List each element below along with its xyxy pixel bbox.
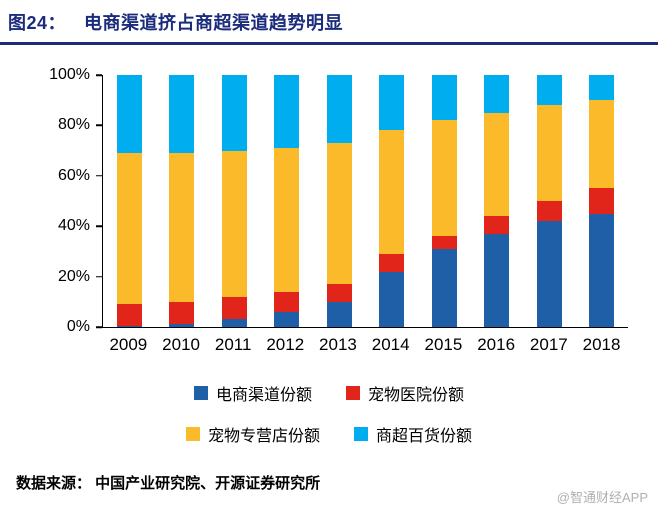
- bar-segment: [431, 248, 457, 327]
- legend-item: 电商渠道份额: [193, 381, 312, 405]
- bar-2010: [169, 75, 195, 327]
- bar-segment: [169, 153, 195, 302]
- bar-segment: [169, 301, 195, 325]
- bar-segment: [274, 291, 300, 312]
- y-axis-tick-mark: [96, 124, 102, 127]
- bar-segment: [484, 75, 510, 113]
- figure-number: 图24：: [8, 13, 67, 33]
- bar-segment: [221, 319, 247, 327]
- bar-segment: [379, 253, 405, 272]
- legend-swatch: [354, 427, 368, 441]
- bar-segment: [484, 216, 510, 234]
- bar-segment: [221, 296, 247, 320]
- bar-segment: [116, 325, 142, 327]
- bar-segment: [431, 120, 457, 237]
- bar-segment: [431, 236, 457, 249]
- bar-segment: [116, 304, 142, 326]
- y-axis-tick-label: 80%: [57, 116, 90, 134]
- bar-2016: [484, 75, 510, 327]
- data-source: 数据来源： 中国产业研究院、开源证券研究所: [16, 475, 321, 492]
- bar-segment: [169, 324, 195, 327]
- y-axis-tick-mark: [96, 326, 102, 328]
- bar-segment: [589, 213, 615, 327]
- y-axis-tick-mark: [96, 225, 102, 227]
- legend-swatch: [193, 386, 208, 400]
- bar-segment: [589, 75, 615, 101]
- bar-2018: [589, 75, 615, 327]
- bar-segment: [484, 233, 510, 327]
- legend-label: 电商渠道份额: [215, 387, 312, 404]
- bar-segment: [274, 148, 300, 292]
- bar-segment: [326, 143, 352, 285]
- bar-segment: [221, 75, 247, 151]
- bar-segment: [379, 75, 405, 131]
- bar-2014: [379, 75, 405, 327]
- x-axis-label: 2012: [266, 335, 305, 354]
- bar-segment: [274, 311, 300, 327]
- bar-segment: [536, 201, 562, 222]
- legend-swatch: [346, 386, 360, 400]
- x-axis-label: 2016: [477, 335, 516, 354]
- bar-segment: [379, 271, 405, 327]
- legend-row-2: 宠物专营店份额 商超百货份额: [185, 422, 472, 446]
- x-axis-label: 2015: [424, 335, 463, 354]
- bar-segment: [169, 75, 195, 154]
- x-axis-labels: 2009 2010 2011 2012 2013 2014 2015 2016 2017 2018: [102, 335, 628, 355]
- legend-item: 宠物医院份额: [346, 381, 464, 405]
- bar-2017: [536, 75, 562, 327]
- bar-segment: [274, 75, 300, 149]
- bar-segment: [536, 221, 562, 327]
- x-axis-label: 2010: [162, 335, 200, 354]
- x-axis-label: 2018: [582, 335, 621, 354]
- bar-2012: [274, 75, 300, 327]
- legend-item: 商超百货份额: [354, 422, 472, 446]
- x-axis-label: 2017: [529, 335, 568, 354]
- bar-segment: [116, 153, 142, 305]
- bar-segment: [431, 75, 457, 121]
- bar-2011: [221, 75, 247, 327]
- y-axis-tick-mark: [96, 175, 102, 177]
- bar-2013: [326, 75, 352, 327]
- bar-segment: [589, 188, 615, 214]
- legend-row-1: 电商渠道份额 宠物医院份额: [193, 381, 464, 405]
- legend-label: 宠物医院份额: [368, 387, 465, 404]
- watermark: @智通财经APP: [556, 490, 648, 505]
- x-axis-label: 2009: [109, 335, 148, 354]
- bar-segment: [589, 100, 615, 189]
- stacked-bar-chart: 100% 80% 60% 40% 20% 0%: [18, 66, 628, 335]
- x-axis-label: 2011: [214, 335, 252, 354]
- bar-2015: [431, 75, 457, 327]
- bar-segment: [536, 75, 562, 106]
- y-axis-tick-label: 100%: [49, 66, 90, 83]
- y-axis-tick-label: 60%: [57, 166, 90, 184]
- y-axis-tick-label: 40%: [57, 217, 90, 235]
- legend-label: 宠物专营店份额: [207, 428, 320, 445]
- bar-segment: [326, 301, 352, 327]
- x-axis-label: 2014: [371, 335, 410, 354]
- bar-segment: [116, 75, 142, 154]
- plot-area: [102, 75, 628, 328]
- y-axis-tick-label: 20%: [57, 267, 90, 285]
- bar-segment: [536, 105, 562, 202]
- bar-segment: [484, 112, 510, 217]
- bar-segment: [379, 130, 405, 254]
- bar-2009: [116, 75, 142, 327]
- legend-item: 宠物专营店份额: [185, 422, 320, 446]
- y-axis-tick-label: 0%: [66, 318, 90, 335]
- y-axis-tick-mark: [96, 74, 102, 76]
- bar-segment: [326, 284, 352, 302]
- legend-swatch: [185, 427, 200, 441]
- x-axis-label: 2013: [319, 335, 357, 354]
- chart-legend: 电商渠道份额 宠物医院份额 宠物专营店份额 商超百货份额: [0, 381, 658, 446]
- legend-label: 商超百货份额: [376, 428, 473, 445]
- bar-segment: [326, 75, 352, 144]
- bar-segment: [221, 150, 247, 297]
- y-axis-tick-mark: [96, 275, 102, 278]
- figure-title-bar: 图24： 电商渠道挤占商超渠道趋势明显: [0, 0, 658, 45]
- figure-title: 电商渠道挤占商超渠道趋势明显: [84, 13, 344, 33]
- y-axis: 100% 80% 60% 40% 20% 0%: [18, 66, 102, 335]
